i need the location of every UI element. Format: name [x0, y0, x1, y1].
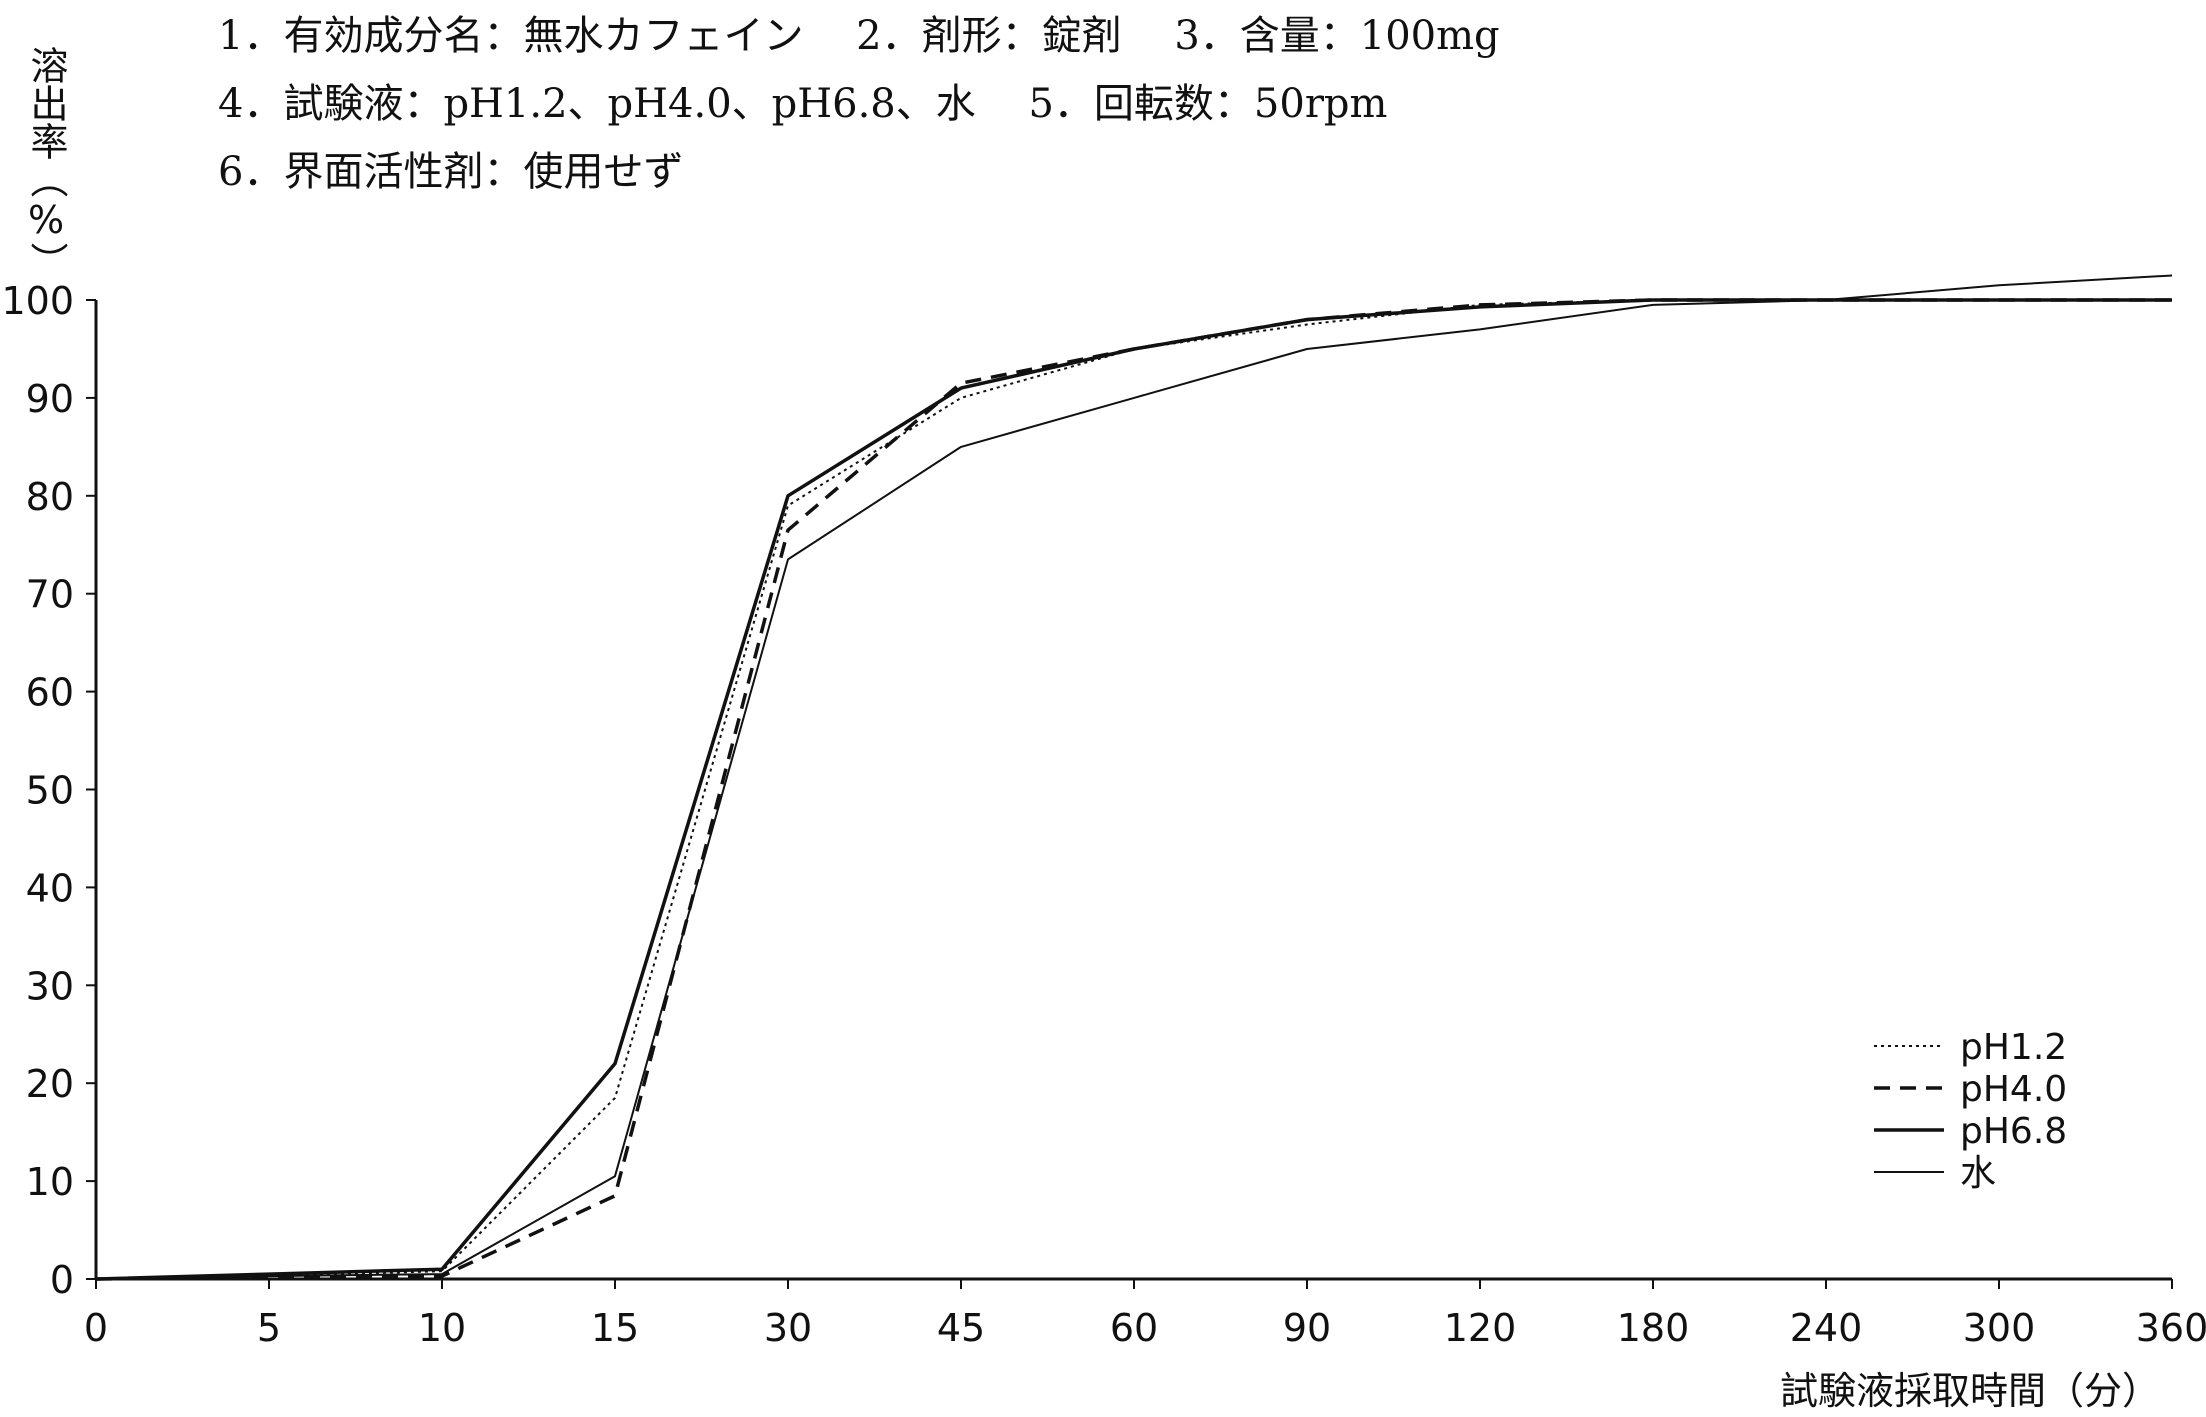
x-tick-label: 10	[418, 1306, 466, 1350]
series-line-pH1.2	[95, 299, 2172, 1280]
series-line-pH6.8	[95, 298, 2172, 1281]
x-axis-title: 試験液採取時間（分）	[1780, 1369, 2160, 1413]
condition-line-1: 1．有効成分名：無水カフェイン 2．剤形：錠剤 3．含量：100mg	[218, 13, 1500, 59]
y-tick-label: 80	[26, 475, 74, 519]
x-tick-label: 360	[2136, 1306, 2206, 1350]
legend-label: pH4.0	[1960, 1069, 2067, 1110]
series-line-水	[95, 274, 2173, 1280]
y-tick-label: 30	[26, 964, 74, 1008]
y-tick-label: 100	[1, 279, 74, 323]
y-axis-label: 溶出率（%）	[24, 46, 68, 280]
condition-line-2: 4．試験液：pH1.2、pH4.0、pH6.8、水 5．回転数：50rpm	[218, 81, 1388, 127]
x-tick-label: 300	[1963, 1306, 2036, 1350]
y-tick-label: 90	[26, 377, 74, 421]
y-tick-label: 40	[26, 866, 74, 910]
x-tick-label: 30	[764, 1306, 812, 1350]
legend-label: 水	[1960, 1153, 1996, 1194]
axes	[94, 300, 2172, 1281]
x-tick-label: 0	[84, 1306, 108, 1350]
x-tick-label: 240	[1790, 1306, 1863, 1350]
condition-line-3: 6．界面活性剤：使用せず	[218, 149, 684, 195]
x-tick-label: 90	[1283, 1306, 1331, 1350]
y-tick-label: 70	[26, 573, 74, 617]
x-tick-label: 60	[1110, 1306, 1158, 1350]
x-tick-label: 15	[591, 1306, 639, 1350]
series-lines	[95, 274, 2173, 1281]
y-tick-label: 20	[26, 1062, 74, 1106]
legend-label: pH1.2	[1960, 1027, 2067, 1068]
y-ticks: 0 10 20 30 40 50 60 70 80 90 100	[1, 279, 96, 1302]
series-line-pH4.0	[95, 298, 2172, 1281]
x-tick-label: 120	[1444, 1306, 1517, 1350]
y-tick-label: 0	[50, 1258, 74, 1302]
x-tick-label: 180	[1617, 1306, 1690, 1350]
x-tick-label: 45	[937, 1306, 985, 1350]
x-ticks: 0 5 10 15 30 45 60 90 120 180 240 300 360	[84, 1279, 2206, 1350]
y-tick-label: 50	[26, 769, 74, 813]
legend-label: pH6.8	[1960, 1111, 2067, 1152]
y-tick-label: 10	[26, 1160, 74, 1204]
y-tick-label: 60	[26, 671, 74, 715]
x-tick-label: 5	[257, 1306, 281, 1350]
test-conditions: 1．有効成分名：無水カフェイン 2．剤形：錠剤 3．含量：100mg 4．試験液…	[218, 2, 1500, 206]
